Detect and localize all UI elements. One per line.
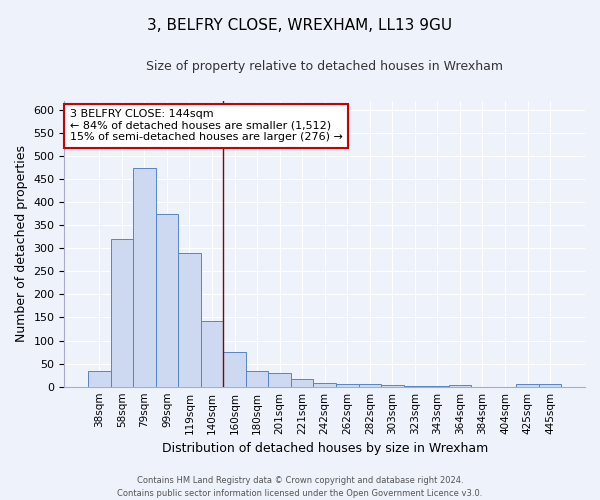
Bar	[539, 384, 562, 386]
Bar	[133, 168, 155, 386]
Bar	[381, 385, 404, 386]
Text: 3, BELFRY CLOSE, WREXHAM, LL13 9GU: 3, BELFRY CLOSE, WREXHAM, LL13 9GU	[148, 18, 452, 32]
Bar	[246, 372, 268, 386]
Bar	[291, 379, 313, 386]
Bar	[449, 385, 471, 386]
Bar	[268, 373, 291, 386]
Bar	[516, 384, 539, 386]
Text: 3 BELFRY CLOSE: 144sqm
← 84% of detached houses are smaller (1,512)
15% of semi-: 3 BELFRY CLOSE: 144sqm ← 84% of detached…	[70, 109, 343, 142]
Bar	[88, 372, 110, 386]
Text: Contains HM Land Registry data © Crown copyright and database right 2024.
Contai: Contains HM Land Registry data © Crown c…	[118, 476, 482, 498]
Bar	[155, 214, 178, 386]
X-axis label: Distribution of detached houses by size in Wrexham: Distribution of detached houses by size …	[161, 442, 488, 455]
Bar	[201, 320, 223, 386]
Bar	[313, 383, 336, 386]
Bar	[223, 352, 246, 386]
Bar	[336, 384, 359, 386]
Y-axis label: Number of detached properties: Number of detached properties	[15, 145, 28, 342]
Bar	[110, 239, 133, 386]
Title: Size of property relative to detached houses in Wrexham: Size of property relative to detached ho…	[146, 60, 503, 73]
Bar	[178, 253, 201, 386]
Bar	[359, 384, 381, 386]
